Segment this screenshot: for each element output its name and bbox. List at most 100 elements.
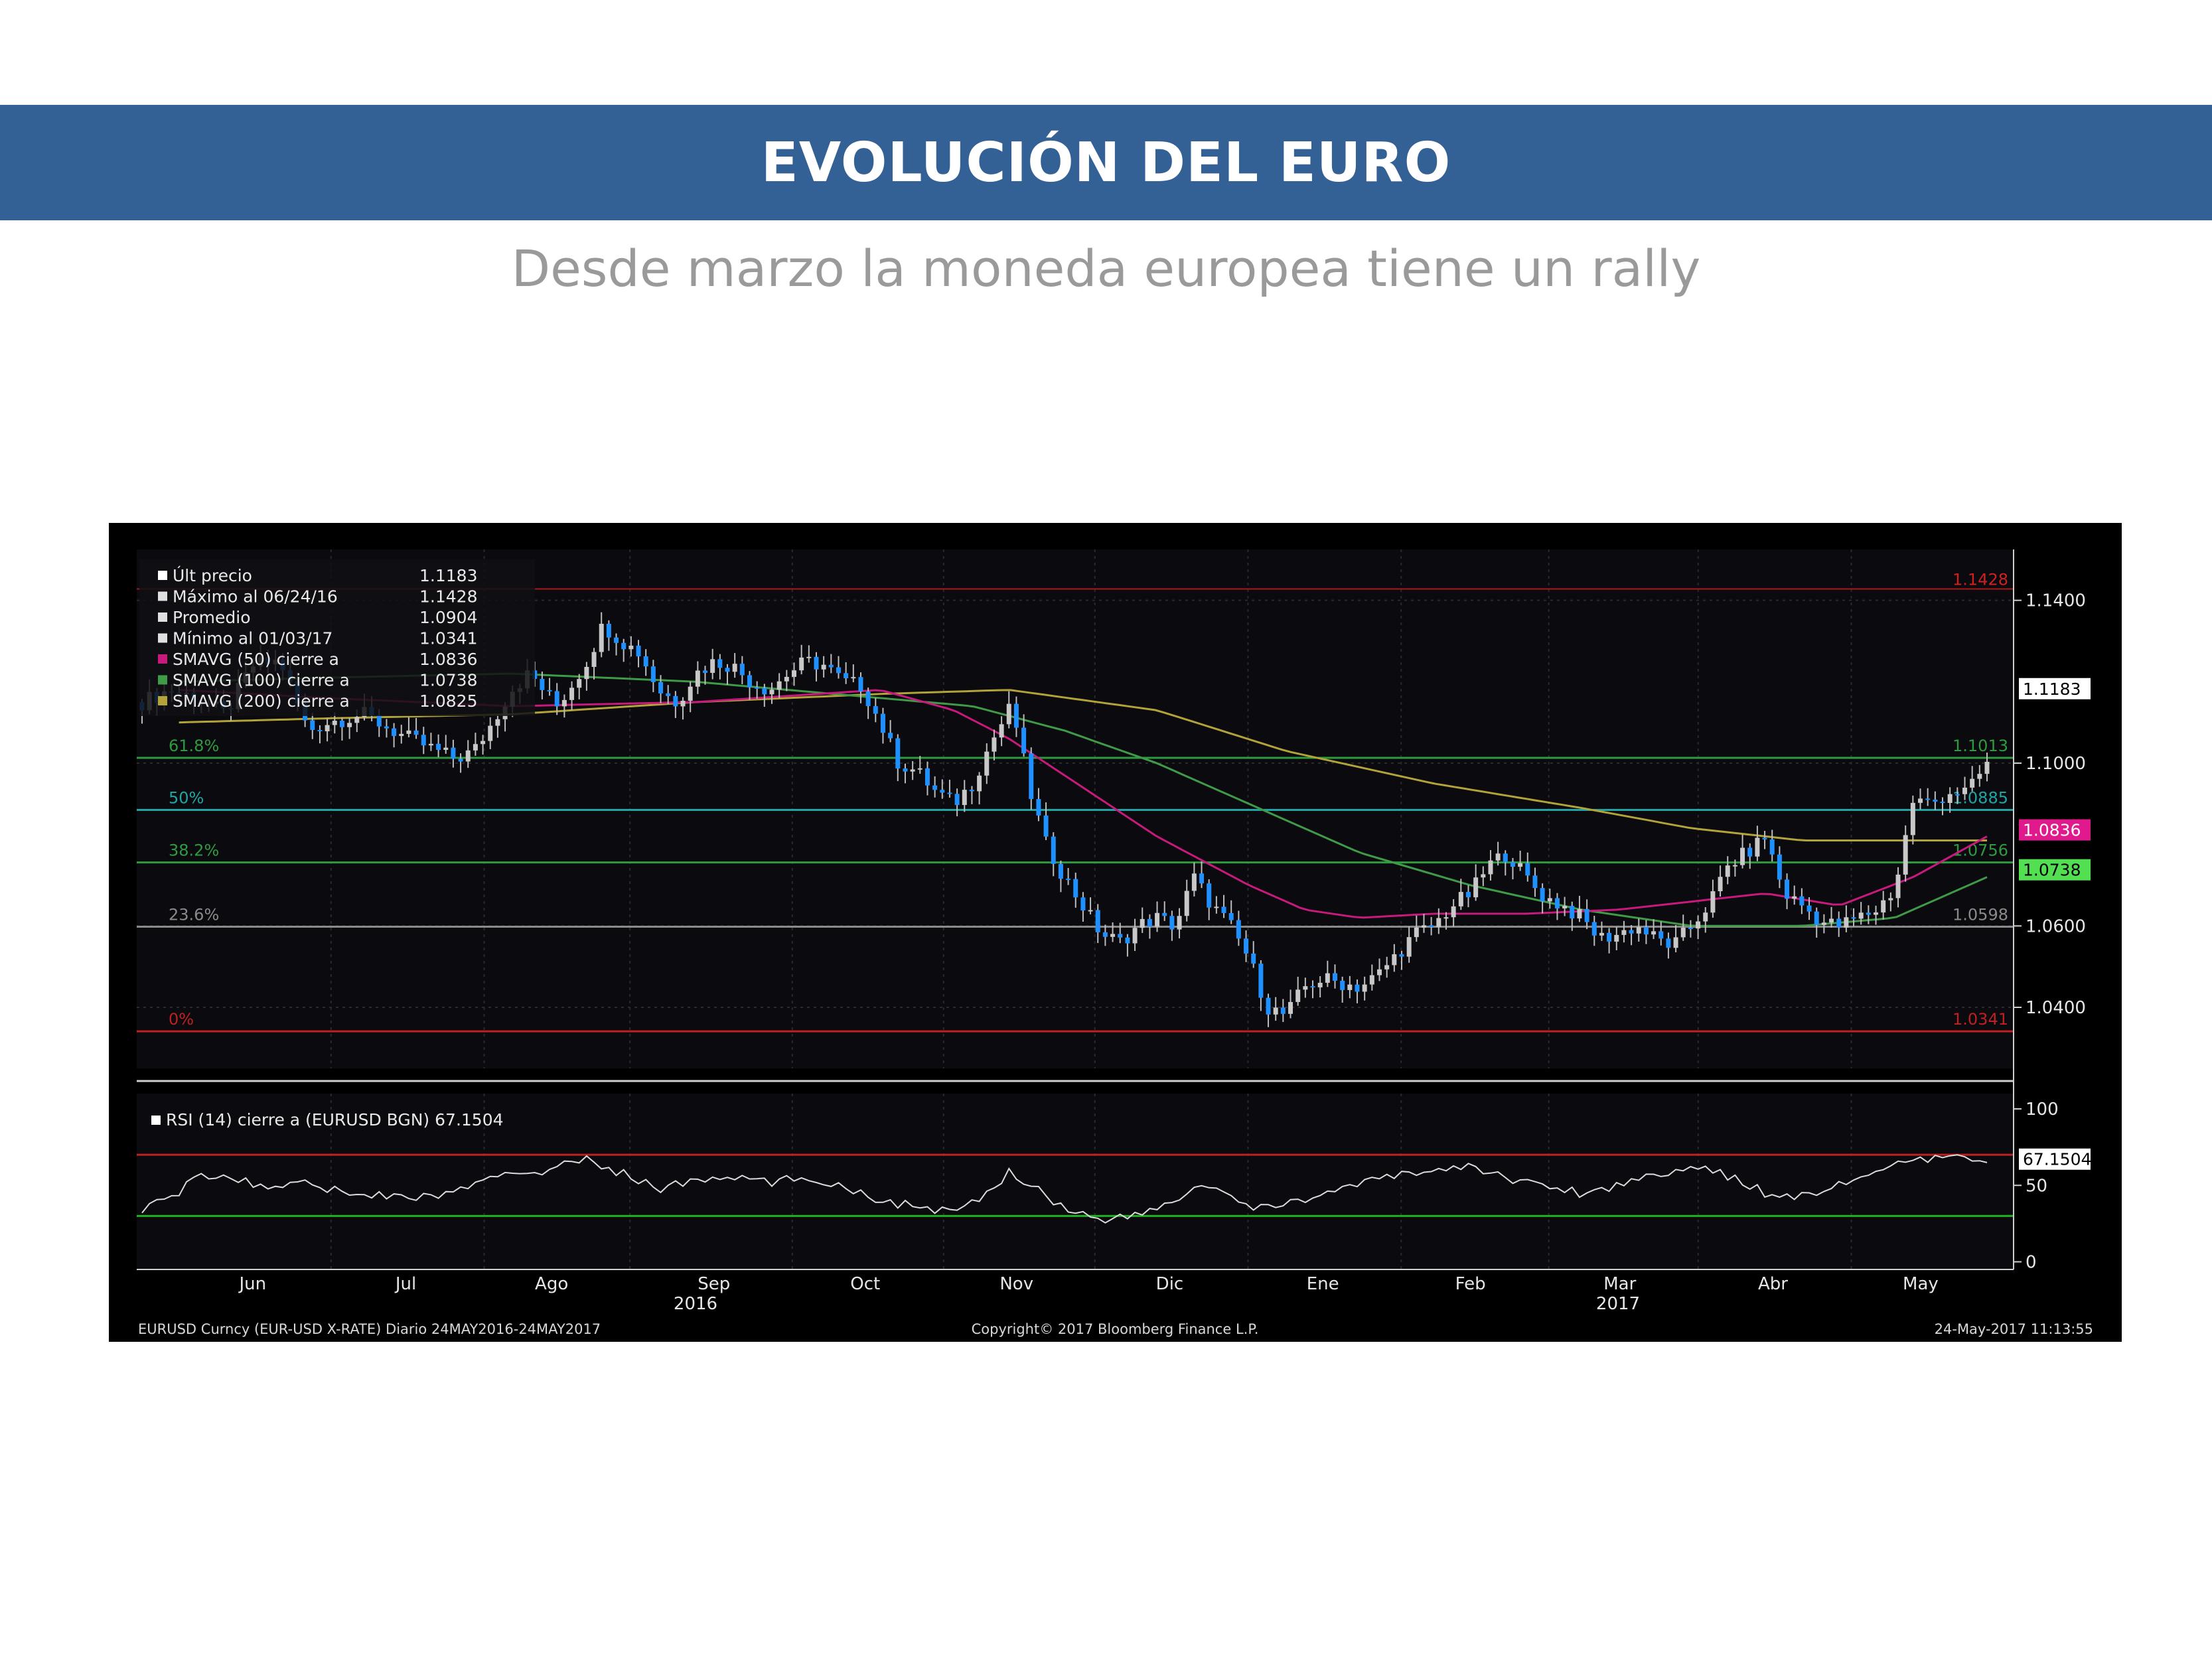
legend-swatch (158, 696, 167, 705)
candle-down (1785, 879, 1790, 899)
candle-up (465, 750, 471, 762)
rsi-series (137, 1153, 2014, 1224)
candle-up (1829, 918, 1834, 923)
candle-up (1414, 927, 1419, 938)
candle-down (1221, 906, 1226, 913)
candle-down (421, 735, 426, 746)
candle-up (1903, 835, 1908, 875)
candle-up (1562, 906, 1568, 908)
rsi-y-tick-label: 50 (2026, 1176, 2047, 1196)
candle-up (1755, 837, 1760, 857)
candle-down (903, 768, 908, 772)
candle-down (1102, 932, 1108, 937)
candle-down (1043, 815, 1049, 837)
candle-down (1769, 839, 1775, 855)
candle-down (547, 689, 552, 691)
x-month-label: Dic (1156, 1274, 1184, 1294)
candle-down (1643, 927, 1649, 935)
candle-up (710, 659, 715, 673)
candle-down (673, 695, 678, 707)
candle-up (1303, 986, 1308, 990)
candle-up (1421, 925, 1426, 928)
candle-down (614, 637, 619, 643)
fib-pct-label: 50% (169, 789, 204, 808)
candle-up (821, 664, 826, 670)
candle-down (1747, 847, 1753, 857)
candle-up (680, 700, 686, 707)
candle-down (1095, 910, 1100, 932)
candle-down (1258, 964, 1264, 998)
x-month-label: Ago (535, 1274, 568, 1294)
candle-up (977, 775, 982, 792)
candle-up (473, 744, 478, 751)
price-flag-label: 1.0738 (2023, 861, 2081, 880)
candle-down (1169, 916, 1175, 930)
candle-up (695, 670, 700, 687)
candle-up (1962, 787, 1968, 794)
legend-swatch (158, 633, 167, 643)
candle-down (413, 730, 419, 735)
candle-down (650, 666, 656, 682)
candle-down (1310, 986, 1315, 988)
candle-up (1177, 916, 1182, 930)
legend-label: SMAVG (100) cierre a (173, 671, 350, 690)
candle-down (1021, 727, 1027, 754)
candle-up (1140, 918, 1145, 928)
fib-value-label: 1.1013 (1953, 737, 2008, 755)
candle-up (962, 790, 967, 806)
candle-down (940, 790, 945, 793)
candle-up (1977, 774, 1982, 779)
candle-up (1392, 954, 1397, 966)
candle-up (584, 666, 589, 680)
candle-up (1436, 918, 1441, 927)
rsi-line (141, 1154, 1988, 1224)
candle-up (1673, 937, 1678, 948)
candle-up (1132, 928, 1138, 944)
price-flag (2019, 819, 2091, 841)
candle-up (1844, 917, 1849, 928)
candle-down (844, 673, 849, 679)
footer-center: Copyright© 2017 Bloomberg Finance L.P. (972, 1321, 1259, 1337)
candle-down (932, 785, 938, 790)
candle-down (739, 664, 745, 676)
legend-label: Mínimo al 01/03/17 (173, 629, 332, 648)
candle-down (621, 642, 627, 650)
candle-down (1266, 997, 1271, 1015)
candle-down (376, 715, 382, 727)
candle-down (1244, 938, 1249, 954)
x-month-label: Sep (698, 1274, 730, 1294)
candle-up (1792, 896, 1797, 899)
candle-down (436, 743, 441, 751)
candle-up (1443, 917, 1449, 919)
candle-up (561, 699, 567, 707)
candle-down (747, 675, 753, 687)
legend-swatch (158, 654, 167, 664)
candle-up (1547, 898, 1552, 902)
candle-down (1228, 912, 1234, 920)
candle-up (776, 681, 782, 690)
candle-up (917, 768, 922, 770)
legend-label: Promedio (173, 608, 251, 627)
rsi-y-tick-label: 100 (2026, 1100, 2059, 1119)
candle-down (1591, 922, 1597, 936)
candle-up (1369, 975, 1374, 985)
price-flag (2019, 678, 2091, 699)
legend-swatch (158, 591, 167, 601)
legend-swatch (158, 675, 167, 685)
candle-up (799, 657, 804, 671)
fib-value-label: 1.0341 (1953, 1010, 2008, 1029)
rsi-legend-swatch (151, 1116, 161, 1125)
candle-up (1614, 934, 1619, 942)
candle-up (1362, 984, 1367, 992)
candle-up (1858, 912, 1864, 919)
fib-value-label: 1.0598 (1953, 906, 2008, 924)
candle-down (1503, 853, 1508, 863)
candle-down (717, 659, 723, 668)
candle-up (1910, 802, 1915, 835)
candle-up (1384, 965, 1390, 970)
candle-down (1510, 862, 1515, 867)
fib-pct-label: 61.8% (169, 737, 219, 755)
candle-up (332, 721, 337, 725)
candle-up (1918, 798, 1923, 803)
